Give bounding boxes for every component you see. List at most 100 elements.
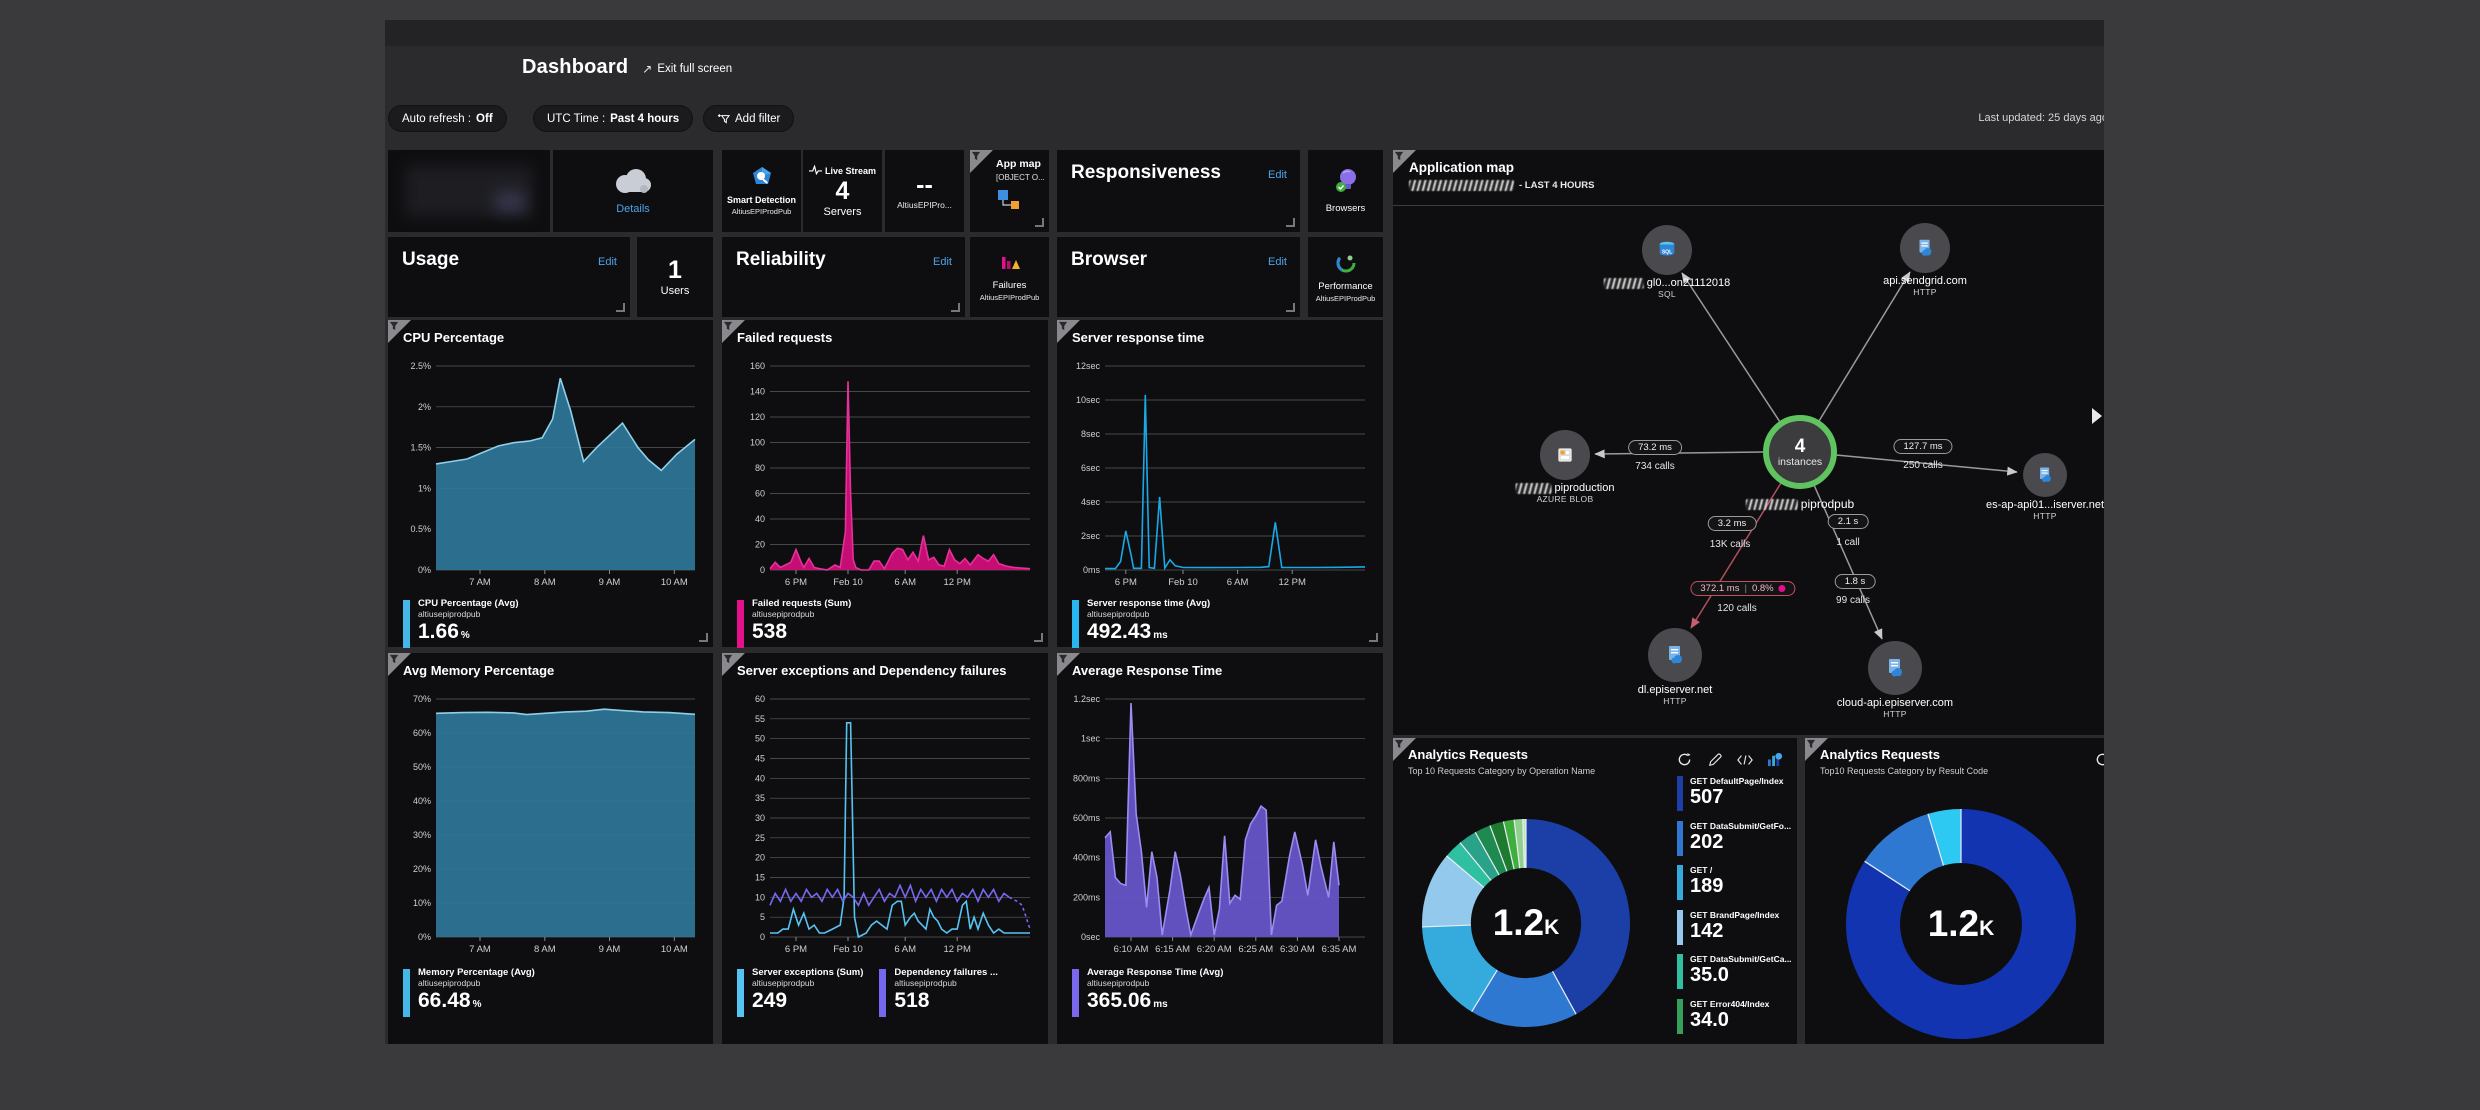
tile-resize-handle[interactable] [1035, 218, 1044, 227]
code-icon[interactable] [1736, 751, 1753, 768]
azure-blob-icon[interactable] [1540, 430, 1590, 480]
http-service-icon[interactable] [1868, 641, 1922, 695]
tile-users[interactable]: 1 Users [637, 237, 713, 317]
tile-resize-handle[interactable] [1286, 303, 1295, 312]
sql-database-icon[interactable]: SQL [1642, 225, 1692, 275]
analytics-requests-operation-panel: Analytics Requests Top 10 Requests Categ… [1393, 738, 1797, 1044]
users-count: 1 [668, 255, 682, 284]
svg-text:Feb 10: Feb 10 [833, 944, 863, 955]
svg-text:12sec: 12sec [1076, 361, 1101, 371]
svg-text:6:30 AM: 6:30 AM [1280, 944, 1315, 955]
chart-type-icon[interactable] [1766, 751, 1783, 768]
tile-resize-handle[interactable] [1034, 633, 1043, 642]
tile-resize-handle[interactable] [1286, 218, 1295, 227]
filter-funnel-badge [388, 653, 411, 676]
tile-performance[interactable]: Performance AltiusEPIProdPub [1308, 237, 1383, 317]
tile-live-stream[interactable]: Live Stream 4 Servers [803, 150, 882, 232]
svg-text:0.5%: 0.5% [410, 524, 431, 534]
instances-node[interactable]: 4 instances [1763, 415, 1837, 489]
http-service-icon[interactable] [1648, 628, 1702, 682]
svg-text:Feb 10: Feb 10 [1168, 577, 1198, 588]
analytics-requests-resultcode-panel: Analytics Requests Top10 Requests Catego… [1805, 738, 2104, 1044]
legend-color-bar [1677, 820, 1683, 856]
tile-usage[interactable]: Usage Edit [388, 237, 630, 317]
edge-latency-blob[interactable]: 73.2 ms [1628, 440, 1682, 455]
failures-resource: AltiusEPIProdPub [979, 292, 1040, 302]
browser-edit-link[interactable]: Edit [1268, 256, 1287, 268]
usage-edit-link[interactable]: Edit [598, 256, 617, 268]
svg-text:40%: 40% [413, 796, 431, 806]
chart-title: Server exceptions and Dependency failure… [737, 663, 1007, 678]
app-map-node-sql[interactable]: SQL gl0...on21112018 SQL [1603, 225, 1730, 299]
reliability-edit-link[interactable]: Edit [933, 256, 952, 268]
legend-row: GET DataSubmit/GetCa... 35.0 [1677, 954, 1792, 989]
tile-responsiveness[interactable]: Responsiveness Edit [1057, 150, 1300, 232]
auto-refresh-label: Auto refresh : [402, 112, 472, 125]
chart-legend: Average Response Time (Avg) altiusepipro… [1072, 967, 1223, 1017]
tile-resize-handle[interactable] [699, 633, 708, 642]
operations-donut-chart[interactable]: 1.2 K [1421, 818, 1631, 1028]
tile-app-map[interactable]: App map [OBJECT O... [970, 150, 1049, 232]
svg-text:0: 0 [760, 932, 765, 942]
chart-title: Server response time [1072, 330, 1205, 345]
add-filter-button[interactable]: Add filter [703, 105, 795, 132]
edit-pencil-icon[interactable] [1706, 751, 1723, 768]
legend-series-name: Dependency failures ... [894, 967, 998, 978]
tile-browsers[interactable]: Browsers [1308, 150, 1383, 232]
cpu-percentage-chart[interactable]: 0% 0.5% 1% 1.5% 2% 2.5% 7 AM 8 AM 9 AM 10 AM [394, 354, 705, 592]
http-service-icon[interactable] [2023, 453, 2067, 497]
edge-latency-sql[interactable]: 3.2 ms [1707, 516, 1757, 531]
chart-legend: Server response time (Avg) altiusepiprod… [1072, 598, 1210, 648]
tile-resize-handle[interactable] [1369, 633, 1378, 642]
edge-latency-sendgrid[interactable]: 2.1 s [1827, 514, 1869, 529]
details-link[interactable]: Details [616, 202, 650, 215]
utc-time-button[interactable]: UTC Time : Past 4 hours [533, 105, 694, 132]
auto-refresh-button[interactable]: Auto refresh : Off [388, 105, 507, 132]
tile-altius-metric[interactable]: -- AltiusEPIPro... [885, 150, 964, 232]
users-label: Users [660, 284, 690, 297]
svg-text:10 AM: 10 AM [661, 944, 688, 955]
filter-funnel-badge [388, 320, 411, 343]
avg-memory-chart[interactable]: 0% 10% 20% 30% 40% 50% 60% 70% 7 AM 8 AM 9 AM 10 AM [394, 687, 705, 959]
svg-text:6:15 AM: 6:15 AM [1155, 944, 1190, 955]
result-code-donut-chart[interactable]: 1.2 K [1845, 808, 2077, 1040]
app-map-node-dlepi[interactable]: dl.episerver.net HTTP [1638, 628, 1712, 706]
legend-resource: altiusepiprodpub [1087, 978, 1150, 988]
edge-latency-cloudapi[interactable]: 1.8 s [1834, 574, 1876, 589]
app-map-node-sendgrid[interactable]: api.sendgrid.com HTTP [1883, 223, 1967, 297]
legend-value: 538 [752, 620, 788, 643]
responsiveness-edit-link[interactable]: Edit [1268, 169, 1287, 181]
refresh-icon[interactable] [2094, 751, 2104, 768]
tile-browser[interactable]: Browser Edit [1057, 237, 1300, 317]
tile-redacted-logo[interactable] [388, 150, 550, 232]
tile-reliability[interactable]: Reliability Edit [722, 237, 965, 317]
svg-text:0sec: 0sec [1081, 932, 1101, 942]
smart-detection-label: Smart Detection [726, 195, 797, 205]
edge-latency-esap[interactable]: 127.7 ms [1893, 439, 1953, 454]
window-top-strip [385, 20, 2104, 46]
app-map-node-cloudapi[interactable]: cloud-api.episerver.com HTTP [1837, 641, 1953, 719]
exit-full-screen-button[interactable]: ↗ Exit full screen [642, 62, 732, 76]
servers-count: 4 [835, 176, 850, 205]
app-map-node-center[interactable]: 4 instances piprodpub [1745, 415, 1854, 511]
server-exceptions-chart[interactable]: 0 5 10 15 20 25 30 35 40 45 50 55 60 6 PM Feb 10 6 AM 12… [728, 687, 1040, 959]
http-service-icon[interactable] [1900, 223, 1950, 273]
tile-details[interactable]: Details [553, 150, 713, 232]
legend-resource: altiusepiprodpub [418, 978, 481, 988]
tile-smart-detection[interactable]: Smart Detection AltiusEPIProdPub [722, 150, 801, 232]
average-response-time-panel: Average Response Time 0sec 200ms 400ms 600m… [1057, 653, 1383, 1044]
average-response-time-chart[interactable]: 0sec 200ms 400ms 600ms 800ms 1sec 1.2sec 6:10 A… [1063, 687, 1375, 959]
tile-resize-handle[interactable] [616, 303, 625, 312]
legend-value: 249 [752, 989, 788, 1012]
app-map-node-esap[interactable]: es-ap-api01...iserver.net HTTP [1986, 453, 2104, 521]
tile-failures[interactable]: Failures AltiusEPIProdPub [970, 237, 1049, 317]
edge-latency-dlepi[interactable]: 372.1 ms | 0.8% [1690, 581, 1796, 596]
tile-resize-handle[interactable] [951, 303, 960, 312]
refresh-icon[interactable] [1676, 751, 1693, 768]
server-response-time-chart[interactable]: 0ms 2sec 4sec 6sec 8sec 10sec 12sec 6 PM Feb 10 6… [1063, 354, 1375, 592]
chart-legend: Server exceptions (Sum) altiusepiprodpub… [737, 967, 998, 1017]
panel-expand-arrow[interactable] [2092, 408, 2102, 424]
failed-requests-chart[interactable]: 0 20 40 60 80 100 120 140 160 6 PM Feb 10 6 AM 12 PM [728, 354, 1040, 592]
app-map-node-blob[interactable]: piproduction AZURE BLOB [1515, 430, 1614, 504]
svg-text:0%: 0% [418, 565, 431, 575]
